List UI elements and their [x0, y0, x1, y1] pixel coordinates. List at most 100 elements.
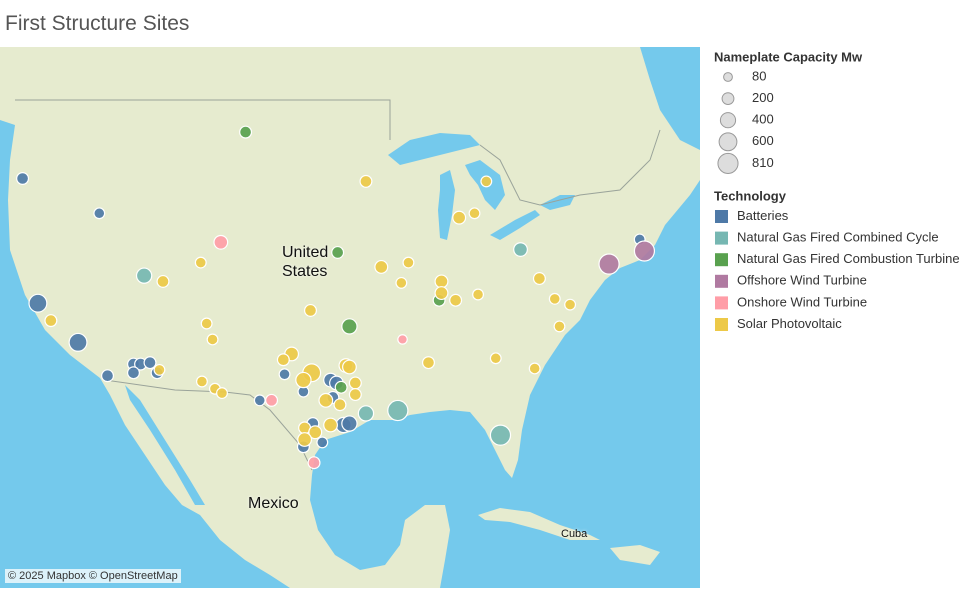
cuba: [478, 508, 600, 540]
points: [16, 125, 656, 470]
site-point: [421, 356, 436, 370]
site-point: [323, 417, 338, 433]
site-point: [553, 320, 566, 333]
size-legend-circle: [717, 152, 739, 174]
site-point: [276, 353, 290, 367]
size-legend-circle: [718, 132, 738, 152]
site-point: [28, 293, 48, 313]
site-point: [468, 207, 481, 220]
legend: Nameplate Capacity Mw Technology 80 200 40…: [714, 49, 960, 331]
site-point: [480, 175, 493, 188]
site-point: [341, 318, 358, 335]
site-point: [472, 288, 485, 301]
site-point: [200, 317, 213, 330]
site-point: [598, 253, 620, 275]
legend-label: Onshore Wind Turbine: [737, 294, 867, 309]
site-point: [357, 405, 375, 422]
site-point: [452, 210, 467, 225]
legend-label: Offshore Wind Turbine: [737, 273, 867, 288]
hispaniola: [610, 545, 660, 565]
site-point: [489, 424, 512, 446]
site-point: [303, 303, 318, 317]
site-point: [548, 292, 561, 305]
site-point: [44, 314, 58, 328]
site-point: [434, 286, 449, 301]
site-point: [434, 274, 449, 289]
site-point: [528, 362, 541, 375]
size-legend-circle: [721, 92, 735, 106]
site-point: [316, 436, 329, 449]
site-point: [153, 363, 166, 376]
site-point: [374, 259, 389, 274]
legend-swatch: [715, 210, 728, 223]
site-point: [633, 240, 656, 262]
site-point: [194, 256, 207, 269]
country-label: Cuba: [561, 528, 588, 540]
site-point: [206, 333, 219, 346]
site-point: [308, 425, 323, 440]
atlantic-gulf: [310, 180, 700, 588]
site-point: [513, 242, 528, 257]
size-legend-label: 600: [752, 133, 774, 148]
attribution: © 2025 Mapbox © OpenStreetMap: [5, 569, 181, 583]
site-point: [564, 298, 577, 311]
legend-label: Natural Gas Fired Combustion Turbine: [737, 251, 960, 266]
site-point: [348, 388, 362, 402]
site-point: [16, 171, 30, 186]
size-legend-circle: [719, 112, 737, 129]
base-map: [0, 47, 700, 588]
site-point: [297, 432, 313, 447]
legend-label: Solar Photovoltaic: [737, 316, 842, 331]
site-point: [93, 207, 106, 220]
site-point: [143, 356, 157, 370]
site-point: [359, 174, 373, 188]
site-point: [307, 456, 321, 470]
site-point: [265, 393, 279, 407]
site-point: [295, 371, 312, 389]
site-point: [348, 376, 362, 390]
site-point: [216, 387, 228, 400]
site-point: [135, 267, 153, 284]
legend-swatch: [715, 318, 728, 331]
site-point: [402, 256, 415, 269]
gulf-of-california: [125, 385, 205, 505]
site-point: [213, 234, 229, 250]
country-label: United States: [282, 244, 329, 280]
size-legend-label: 400: [752, 112, 774, 127]
site-point: [449, 293, 463, 307]
site-point: [318, 392, 334, 408]
site-point: [126, 366, 141, 380]
size-legend-circle: [723, 72, 733, 82]
size-legend-label: 80: [752, 68, 766, 83]
site-point: [341, 415, 358, 432]
size-legend-title: Nameplate Capacity Mw: [714, 49, 863, 64]
legend-swatch: [715, 253, 728, 267]
legend-swatch: [715, 231, 728, 245]
site-point: [239, 125, 253, 139]
size-legend-label: 200: [752, 90, 774, 105]
site-point: [68, 332, 88, 352]
site-point: [101, 369, 115, 383]
site-point: [195, 375, 208, 388]
chart-title: First Structure Sites: [5, 12, 189, 35]
pacific-ocean: [0, 120, 290, 588]
country-label: Mexico: [248, 495, 299, 512]
site-point: [489, 352, 502, 365]
site-point: [397, 334, 408, 345]
legend-swatch: [715, 296, 728, 310]
site-point: [278, 368, 291, 381]
site-point: [333, 398, 347, 412]
site-point: [253, 394, 266, 407]
size-legend-label: 810: [752, 155, 774, 170]
site-point: [387, 399, 409, 422]
site-point: [156, 274, 170, 288]
site-point: [532, 272, 546, 286]
site-point: [334, 380, 348, 394]
site-point: [331, 245, 345, 259]
site-point: [342, 359, 357, 375]
legend-swatch: [715, 274, 728, 288]
gulf-st-lawrence: [640, 47, 700, 150]
legend-label: Batteries: [737, 208, 789, 223]
